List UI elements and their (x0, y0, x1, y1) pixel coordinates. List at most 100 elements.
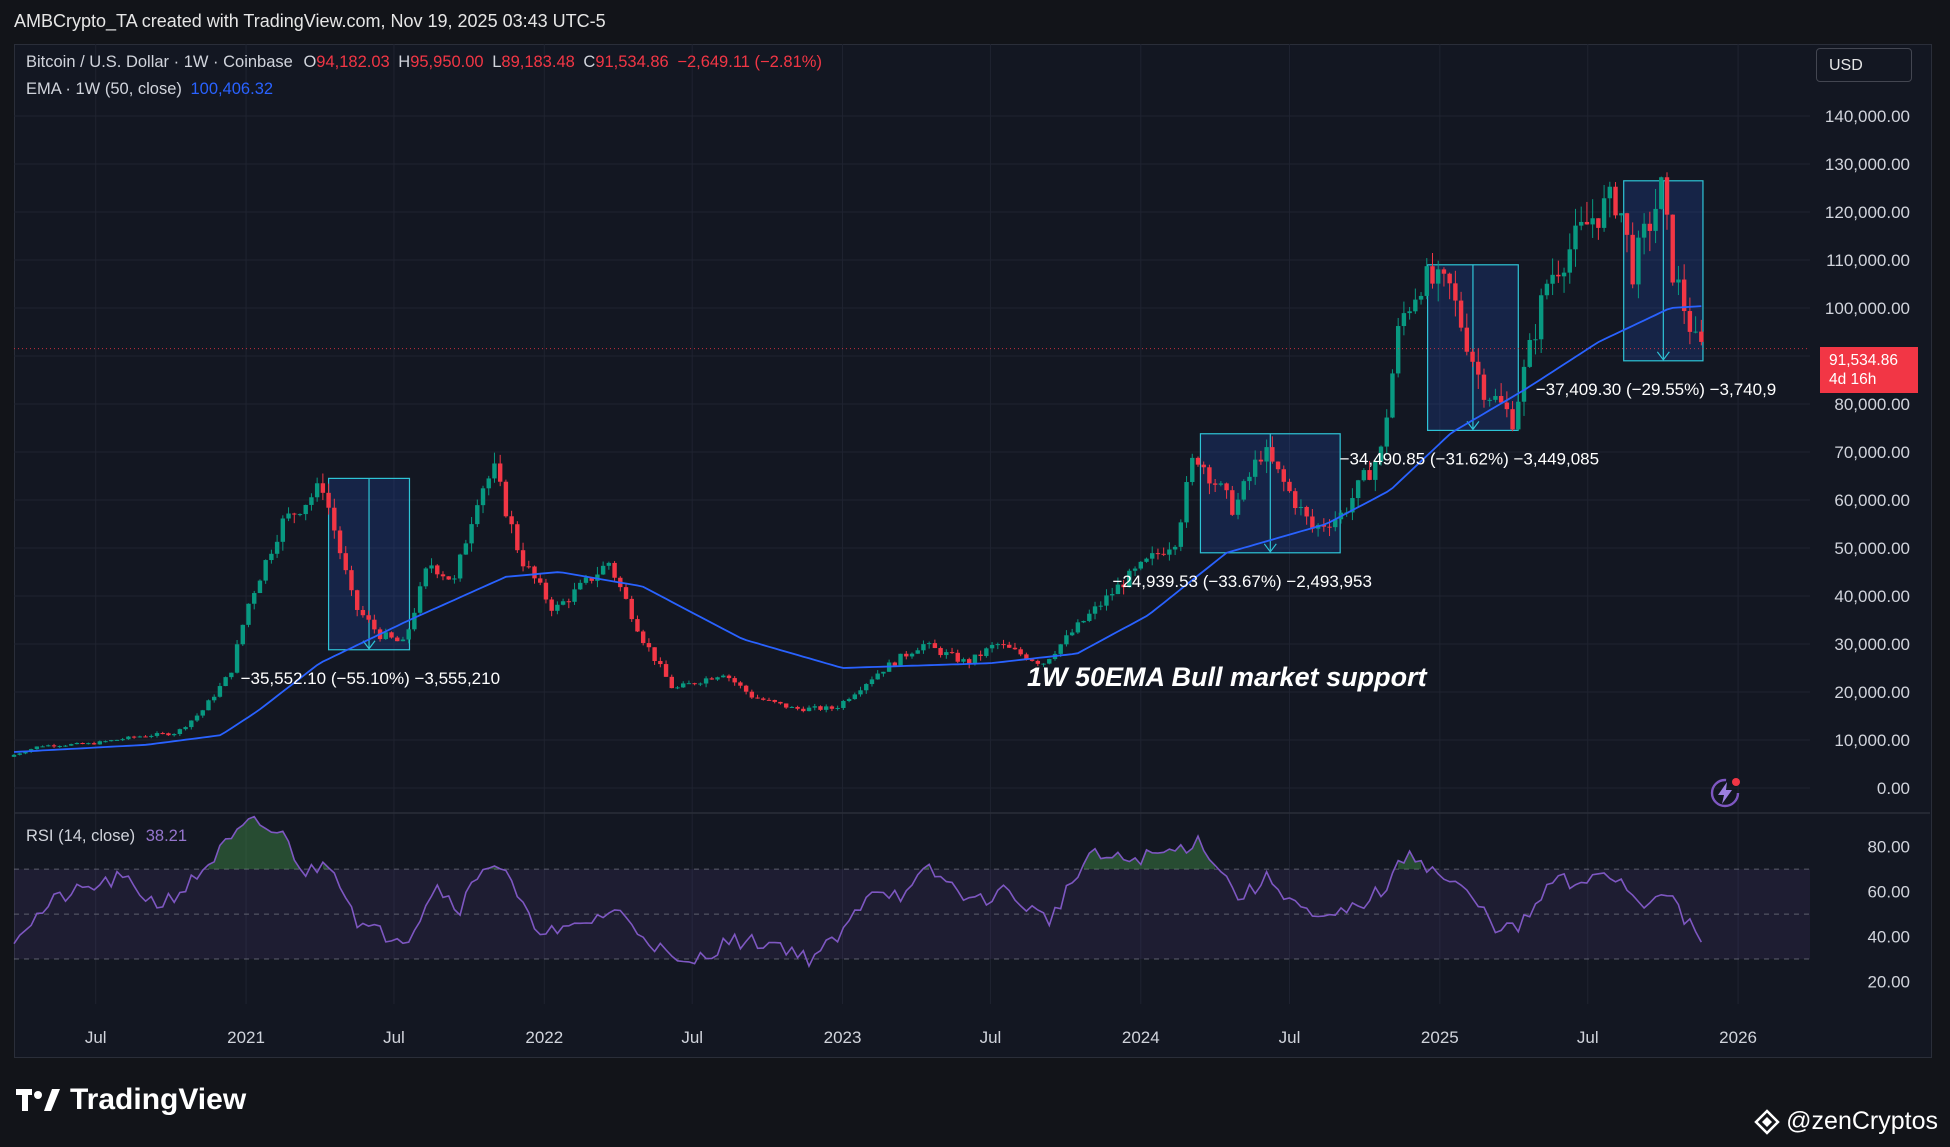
ema-label[interactable]: EMA · 1W (50, close) (26, 80, 182, 98)
candle-body (1481, 374, 1487, 400)
candle-body (423, 568, 429, 587)
candle-body (86, 743, 91, 745)
x-tick-label: Jul (1279, 1028, 1301, 1047)
measure-arrowhead (362, 640, 376, 650)
candle-body (738, 682, 743, 686)
candle-body (286, 513, 291, 519)
candle-body (1607, 186, 1613, 199)
candle-body (1498, 396, 1504, 403)
candle-body (1361, 470, 1367, 481)
candle-body (1304, 506, 1309, 517)
candle-body (429, 565, 434, 569)
candle-body (1681, 279, 1687, 312)
diamond-icon (1754, 1108, 1780, 1135)
ema-value: 100,406.32 (190, 80, 274, 98)
candle-body (658, 660, 663, 665)
candle-body (1132, 568, 1138, 571)
ema-line (13, 305, 1702, 753)
candle-body (915, 650, 920, 654)
candle-body (314, 483, 320, 498)
candle-body (778, 701, 783, 704)
candle-body (600, 565, 606, 575)
candle-body (1544, 283, 1550, 296)
candle-body (538, 578, 543, 583)
x-tick-label: Jul (85, 1028, 107, 1047)
candle-body (131, 736, 137, 738)
x-tick-label: 2025 (1421, 1028, 1459, 1047)
candle-body (1001, 644, 1006, 646)
measure-arrowhead (1466, 421, 1480, 431)
rsi-label[interactable]: RSI (14, close) (26, 827, 136, 845)
candle-body (383, 632, 388, 640)
candle-body (1167, 549, 1172, 555)
candle-body (1676, 279, 1681, 283)
candle-body (989, 644, 995, 649)
open-value: 94,182.03 (316, 53, 390, 71)
candle-body (154, 733, 160, 736)
candle-body (11, 754, 17, 757)
candle-body (772, 699, 777, 702)
candle-body (566, 601, 572, 603)
candle-body (881, 671, 886, 674)
candle-body (675, 687, 680, 689)
rsi-tick-label: 20.00 (1867, 973, 1910, 992)
author-handle-text: @zenCryptos (1786, 1107, 1938, 1135)
candle-body (109, 740, 114, 742)
candle-body (40, 746, 45, 748)
candle-body (309, 497, 314, 505)
candle-body (1373, 461, 1378, 480)
candle-body (686, 683, 692, 685)
candle-body (1601, 198, 1607, 228)
candle-body (898, 653, 903, 666)
candle-body (646, 643, 652, 648)
candle-body (984, 648, 989, 656)
candle-body (194, 715, 200, 721)
x-tick-label: 2024 (1122, 1028, 1160, 1047)
candle-body (372, 619, 377, 630)
candle-body (1041, 663, 1046, 665)
candle-body (1407, 311, 1412, 314)
candle-body (1247, 476, 1252, 482)
candle-body (732, 678, 737, 683)
candle-body (1024, 654, 1029, 660)
candle-body (1081, 620, 1086, 623)
candle-body (446, 576, 451, 580)
candle-body (703, 678, 709, 684)
candle-body (1241, 481, 1246, 500)
candle-body (1109, 594, 1115, 596)
candle-body (589, 577, 594, 581)
candle-body (549, 599, 554, 611)
candle-body (389, 632, 394, 638)
candle-body (91, 743, 97, 745)
candle-body (1636, 237, 1641, 285)
candle-body (572, 589, 577, 602)
candle-body (349, 570, 354, 591)
y-tick-label: 0.00 (1877, 779, 1910, 798)
x-tick-label: Jul (980, 1028, 1002, 1047)
y-tick-label: 100,000.00 (1825, 299, 1910, 318)
symbol-name[interactable]: Bitcoin / U.S. Dollar · 1W · Coinbase (26, 53, 293, 71)
chart-frame (14, 44, 1932, 1058)
candle-body (978, 654, 983, 656)
candle-body (1069, 632, 1075, 636)
tradingview-logo[interactable]: TradingView (16, 1083, 246, 1117)
candle-body (1378, 446, 1384, 462)
candle-body (1693, 331, 1698, 333)
candle-body (1567, 249, 1572, 273)
measure-label: −24,939.53 (−33.67%) −2,493,953 (1112, 572, 1371, 591)
candle-body (46, 745, 51, 747)
candle-body (97, 741, 102, 745)
candle-body (469, 524, 474, 544)
y-tick-label: 20,000.00 (1834, 683, 1910, 702)
candle-body (1384, 417, 1389, 447)
currency-button[interactable]: USD (1816, 48, 1912, 82)
candle-body (1029, 659, 1035, 661)
lightning-icon[interactable] (1708, 776, 1742, 810)
candle-body (1504, 402, 1510, 410)
candle-body (1413, 299, 1418, 312)
candle-body (217, 686, 223, 697)
candle-body (366, 615, 371, 620)
candle-body (1184, 482, 1189, 523)
ema-annotation: 1W 50EMA Bull market support (1027, 662, 1428, 692)
